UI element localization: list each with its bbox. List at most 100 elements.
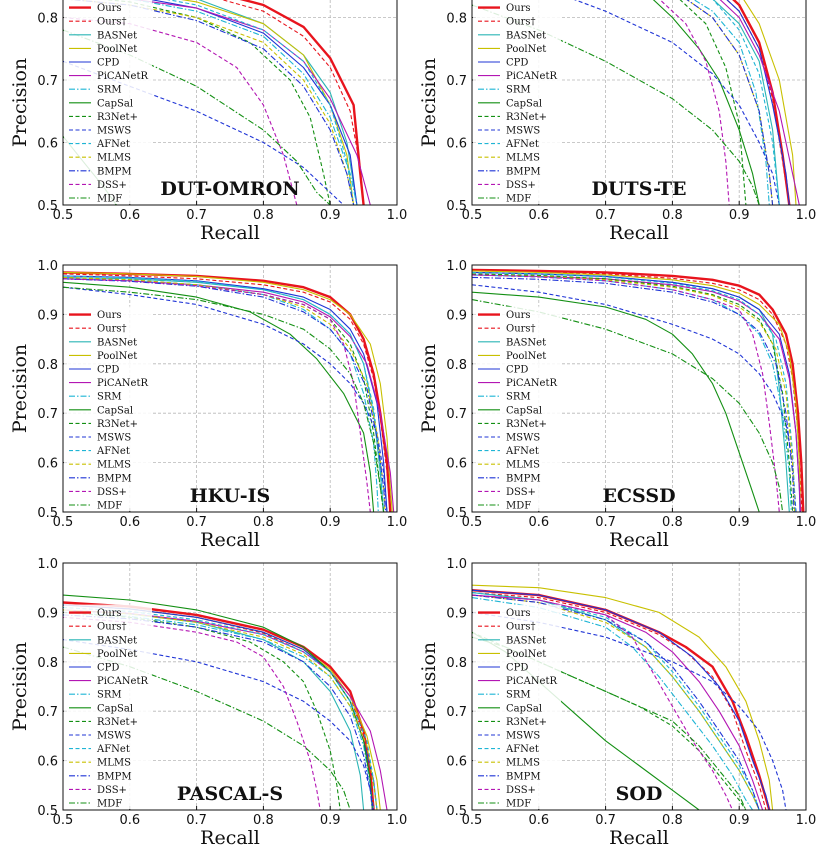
x-tick-label: 0.7	[595, 515, 616, 530]
x-tick-label: 0.8	[662, 813, 683, 828]
legend-item-cpd: CPD	[478, 663, 528, 674]
legend: Ours Ours† BASNet PoolNet CPD PiCANetR SRM CapS…	[473, 306, 561, 512]
legend-item-mdf: MDF	[69, 501, 122, 512]
x-tick-label: 0.5	[53, 515, 74, 530]
legend-label: CapSal	[506, 703, 542, 714]
x-tick-label: 0.8	[253, 515, 274, 530]
series-line-cpd	[63, 604, 378, 810]
x-tick-label: 0.7	[595, 813, 616, 828]
legend-label: Ours†	[97, 622, 127, 633]
legend-item-mdf: MDF	[69, 194, 122, 205]
legend-label: BASNet	[506, 30, 546, 41]
series-line-mdf	[472, 299, 784, 512]
legend-item-r3net: R3Net+	[69, 112, 138, 123]
legend-label: PoolNet	[506, 44, 546, 55]
y-tick-label: 0.8	[446, 358, 467, 373]
y-tick-label: 0.7	[446, 705, 467, 720]
legend-label: Ours	[506, 3, 531, 14]
legend-item-dss: DSS+	[69, 785, 127, 796]
y-tick-label: 0.8	[37, 12, 58, 27]
legend-label: Ours	[97, 608, 122, 619]
legend-label: BMPM	[506, 771, 541, 782]
series-line-poolnet	[63, 271, 393, 512]
chart-panel-pascal-s: 0.5 0.6 0.7 0.8 0.9 1.0 0.5 0.6 0.7 0.8 0.9 1.0 Reca…	[9, 557, 407, 849]
legend-label: CPD	[506, 365, 528, 376]
y-tick-label: 0.8	[446, 656, 467, 671]
legend-label: BASNet	[97, 337, 137, 348]
legend-label: AFNet	[505, 446, 539, 457]
y-tick-label: 1.0	[446, 557, 467, 572]
chart-panel-hku-is: 0.5 0.6 0.7 0.8 0.9 1.0 0.5 0.6 0.7 0.8 0.9 1.0 Reca…	[9, 259, 407, 551]
chart-panel-dut-omron: 0.50.60.70.80.91.00.50.60.70.80.9RecallP…	[9, 0, 407, 244]
legend-item-srm: SRM	[69, 392, 122, 403]
legend-item-picanetr: PiCANetR	[478, 71, 557, 82]
legend-item-r3net: R3Net+	[478, 717, 547, 728]
legend-item-ours: Ours	[478, 310, 531, 321]
legend-label: BASNet	[97, 30, 137, 41]
y-axis-label: Precision	[9, 344, 31, 433]
series-line-capsal	[63, 281, 375, 512]
legend-item-msws: MSWS	[69, 731, 131, 742]
legend: Ours Ours† BASNet PoolNet CPD PiCANetR SRM CapS…	[64, 0, 152, 205]
series-line-bmpm	[63, 614, 373, 810]
x-axis-label: Recall	[609, 529, 669, 551]
legend-item-capsal: CapSal	[478, 405, 542, 416]
legend-item-cpd: CPD	[478, 365, 528, 376]
legend-label: PiCANetR	[506, 378, 557, 389]
series-line-afnet	[472, 271, 796, 512]
legend-item-mlms: MLMS	[478, 153, 540, 164]
legend-label: Ours†	[506, 17, 536, 28]
legend-item-msws: MSWS	[478, 433, 540, 444]
legend-label: PiCANetR	[97, 71, 148, 82]
legend-item-picanetr: PiCANetR	[478, 676, 557, 687]
y-tick-label: 0.8	[446, 12, 467, 27]
series-line-mdf	[63, 286, 385, 512]
legend-label: SRM	[97, 85, 122, 96]
legend-item-ours: Ours	[69, 608, 122, 619]
series-line-capsal	[63, 594, 373, 810]
legend-label: BASNet	[506, 635, 546, 646]
x-tick-label: 1.0	[387, 515, 408, 530]
legend-label: Ours	[506, 310, 531, 321]
y-tick-label: 1.0	[37, 259, 58, 274]
legend-label: MLMS	[506, 460, 540, 471]
legend-label: BMPM	[97, 771, 132, 782]
legend-item-poolnet: PoolNet	[69, 44, 137, 55]
legend-label: CPD	[97, 58, 119, 69]
legend-label: Ours†	[97, 324, 127, 335]
legend-label: Ours†	[506, 622, 536, 633]
legend-label: MLMS	[97, 153, 131, 164]
legend-item-mlms: MLMS	[478, 758, 540, 769]
series-line-afnet	[63, 606, 378, 810]
series-line-srm	[472, 597, 754, 810]
legend-label: PoolNet	[97, 649, 137, 660]
legend-item-mlms: MLMS	[69, 460, 131, 471]
x-tick-label: 1.0	[387, 813, 408, 828]
series-line-dss	[472, 274, 780, 512]
legend-item-afnet: AFNet	[69, 744, 130, 755]
series-line-afnet	[472, 592, 760, 810]
series-line-afnet	[63, 275, 385, 512]
legend-item-afnet: AFNet	[478, 446, 539, 457]
legend-label: CPD	[506, 58, 528, 69]
legend-item-dss: DSS+	[478, 180, 536, 191]
legend-label: AFNet	[505, 744, 539, 755]
legend-item-capsal: CapSal	[69, 703, 133, 714]
legend-item-capsal: CapSal	[69, 405, 133, 416]
series-line-srm	[63, 611, 375, 810]
legend-label: CPD	[506, 663, 528, 674]
series-line-cpd	[472, 589, 770, 810]
series-line-ours	[221, 0, 365, 205]
legend-label: R3Net+	[506, 112, 547, 123]
x-tick-label: 0.7	[595, 208, 616, 223]
legend-item-msws: MSWS	[478, 731, 540, 742]
legend-label: BMPM	[506, 166, 541, 177]
x-tick-label: 0.9	[729, 515, 750, 530]
legend-item-msws: MSWS	[478, 126, 540, 137]
y-tick-label: 0.5	[446, 804, 467, 819]
series-line-r3net	[63, 611, 341, 810]
axes-frame	[62, 562, 398, 811]
y-tick-label: 0.7	[446, 74, 467, 89]
y-tick-label: 0.5	[37, 506, 58, 521]
y-tick-label: 0.6	[446, 457, 467, 472]
